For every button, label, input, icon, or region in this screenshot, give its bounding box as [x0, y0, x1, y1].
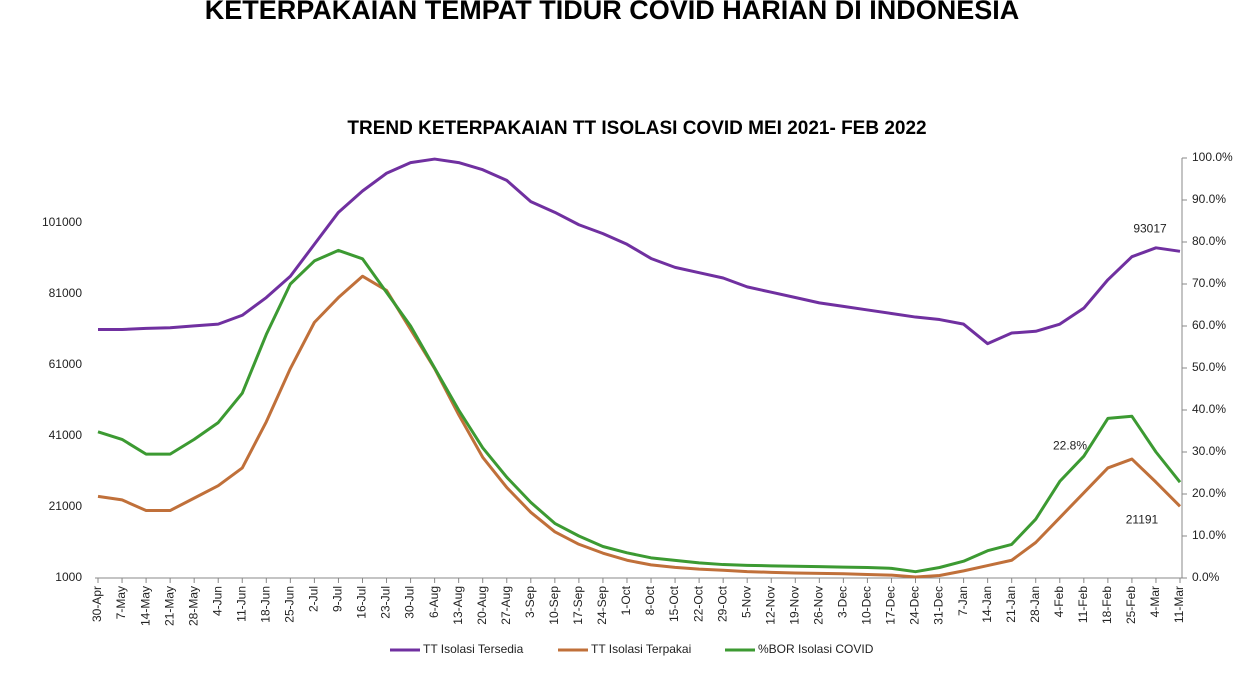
y2-tick-label: 0.0% — [1192, 570, 1220, 584]
x-tick-label: 4-Feb — [1052, 586, 1066, 618]
x-tick-label: 16-Jul — [355, 586, 369, 619]
x-tick-label: 21-May — [162, 586, 176, 626]
x-tick-label: 3-Dec — [836, 586, 850, 618]
x-tick-label: 17-Dec — [884, 586, 898, 625]
x-tick-label: 11-Feb — [1076, 586, 1090, 623]
y2-tick-label: 50.0% — [1192, 360, 1226, 374]
x-tick-label: 4-Mar — [1148, 586, 1162, 617]
y-tick-label: 61000 — [49, 357, 83, 371]
x-tick-label: 3-Sep — [523, 586, 537, 618]
page-heading: KETERPAKAIAN TEMPAT TIDUR COVID HARIAN D… — [205, 0, 1020, 25]
series-line — [98, 157, 1181, 346]
x-tick-label: 18-Jun — [258, 586, 272, 623]
x-tick-label: 18-Feb — [1100, 586, 1114, 624]
y-tick-label: 41000 — [49, 428, 83, 442]
x-tick-label: 25-Feb — [1124, 586, 1138, 624]
x-tick-label: 7-Jan — [956, 586, 970, 616]
x-tick-label: 9-Jul — [331, 586, 345, 612]
x-tick-label: 14-Jan — [980, 586, 994, 623]
x-tick-label: 22-Oct — [691, 585, 705, 622]
y2-tick-label: 10.0% — [1192, 528, 1226, 542]
x-tick-label: 8-Oct — [643, 585, 657, 615]
x-tick-label: 7-May — [114, 586, 128, 619]
legend-label: %BOR Isolasi COVID — [758, 642, 874, 656]
y2-tick-label: 40.0% — [1192, 402, 1226, 416]
y-tick-label: 81000 — [49, 286, 83, 300]
data-label: 22.8% — [1053, 438, 1087, 452]
x-tick-label: 2-Jul — [307, 586, 321, 612]
y2-tick-label: 90.0% — [1192, 192, 1226, 206]
x-tick-label: 29-Oct — [715, 585, 729, 622]
x-tick-label: 5-Nov — [739, 586, 753, 618]
y2-tick-label: 80.0% — [1192, 234, 1226, 248]
x-tick-label: 23-Jul — [379, 586, 393, 619]
x-tick-label: 10-Dec — [860, 586, 874, 625]
series-line — [97, 248, 1182, 574]
legend-label: TT Isolasi Tersedia — [423, 642, 524, 656]
x-tick-label: 1-Oct — [619, 585, 633, 615]
y2-tick-label: 100.0% — [1192, 150, 1233, 164]
y-tick-label: 21000 — [49, 499, 83, 513]
series-line — [97, 274, 1182, 579]
y2-tick-label: 30.0% — [1192, 444, 1226, 458]
y2-tick-label: 70.0% — [1192, 276, 1226, 290]
chart-title: TREND KETERPAKAIAN TT ISOLASI COVID MEI … — [347, 118, 926, 139]
x-tick-label: 28-Jan — [1028, 586, 1042, 623]
x-tick-label: 21-Jan — [1004, 586, 1018, 623]
x-tick-label: 12-Nov — [763, 586, 777, 625]
y2-tick-label: 20.0% — [1192, 486, 1226, 500]
data-label: 93017 — [1133, 221, 1167, 235]
x-tick-label: 25-Jun — [283, 586, 297, 623]
x-tick-label: 30-Apr — [90, 586, 104, 622]
x-tick-label: 24-Dec — [908, 586, 922, 625]
x-tick-label: 11-Mar — [1172, 586, 1186, 623]
data-label: 21191 — [1126, 512, 1159, 526]
y-tick-label: 1000 — [55, 570, 82, 584]
x-tick-label: 19-Nov — [787, 586, 801, 625]
x-tick-label: 30-Jul — [403, 586, 417, 619]
x-tick-label: 26-Nov — [812, 586, 826, 625]
x-tick-label: 31-Dec — [932, 586, 946, 625]
x-tick-label: 24-Sep — [595, 586, 609, 625]
x-tick-label: 17-Sep — [571, 586, 585, 625]
y2-tick-label: 60.0% — [1192, 318, 1226, 332]
x-tick-label: 11-Jun — [234, 586, 248, 622]
x-tick-label: 6-Aug — [427, 586, 441, 618]
x-tick-label: 28-May — [186, 586, 200, 626]
x-tick-label: 14-May — [138, 586, 152, 626]
y-tick-label: 101000 — [42, 215, 82, 229]
x-tick-label: 13-Aug — [451, 586, 465, 625]
x-tick-label: 4-Jun — [210, 586, 224, 616]
x-tick-label: 27-Aug — [499, 586, 513, 625]
x-tick-label: 15-Oct — [667, 585, 681, 622]
x-tick-label: 20-Aug — [475, 586, 489, 625]
x-tick-label: 10-Sep — [547, 586, 561, 625]
legend-label: TT Isolasi Terpakai — [591, 642, 691, 656]
